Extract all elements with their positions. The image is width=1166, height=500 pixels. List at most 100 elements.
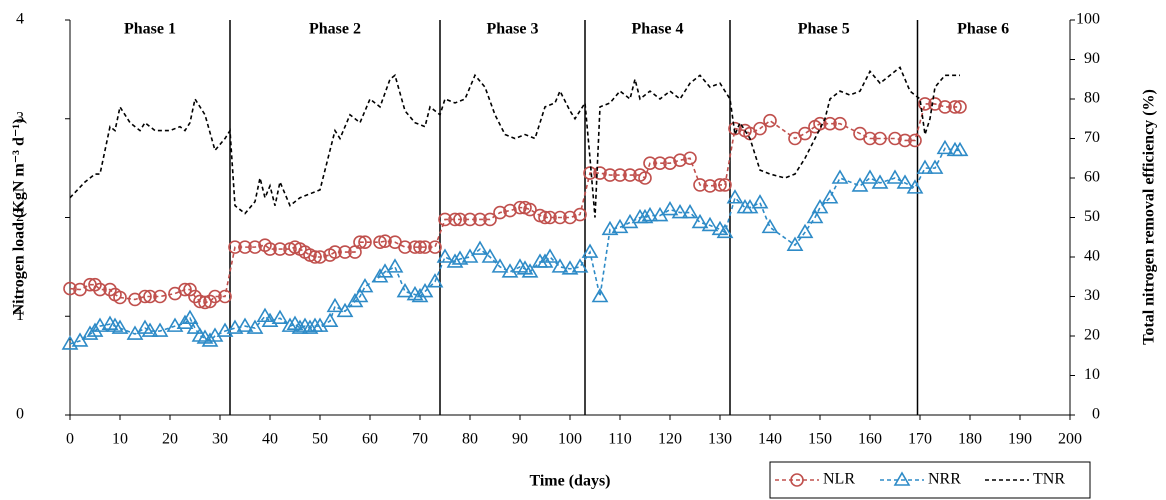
marker bbox=[308, 250, 322, 264]
x-tick-label: 160 bbox=[858, 431, 882, 448]
marker bbox=[473, 212, 487, 227]
marker bbox=[928, 97, 942, 111]
marker bbox=[871, 174, 889, 189]
marker bbox=[216, 322, 234, 337]
marker bbox=[551, 258, 569, 273]
marker bbox=[186, 319, 204, 334]
phase-label: Phase 3 bbox=[487, 21, 539, 38]
marker bbox=[181, 309, 199, 325]
marker bbox=[536, 253, 554, 268]
marker bbox=[796, 223, 814, 239]
marker bbox=[908, 133, 922, 148]
marker bbox=[806, 208, 824, 224]
marker bbox=[491, 258, 509, 273]
marker bbox=[411, 287, 429, 303]
marker bbox=[438, 212, 452, 227]
marker bbox=[281, 317, 299, 332]
marker bbox=[301, 319, 319, 334]
marker bbox=[521, 263, 539, 278]
marker bbox=[948, 100, 962, 114]
marker bbox=[408, 240, 422, 254]
y2-tick-label: 10 bbox=[1084, 366, 1100, 383]
marker bbox=[851, 177, 869, 192]
marker bbox=[351, 287, 369, 303]
marker bbox=[896, 174, 914, 189]
marker bbox=[153, 289, 167, 304]
phase-label: Phase 4 bbox=[632, 21, 684, 38]
marker bbox=[886, 169, 904, 184]
marker bbox=[358, 235, 372, 249]
marker bbox=[93, 282, 107, 297]
marker bbox=[238, 240, 252, 254]
x-tick-label: 0 bbox=[66, 431, 74, 448]
marker bbox=[798, 126, 812, 141]
marker bbox=[166, 317, 184, 332]
y2-tick-label: 40 bbox=[1084, 248, 1100, 265]
legend-label: NRR bbox=[928, 471, 961, 488]
marker bbox=[183, 282, 197, 297]
marker bbox=[543, 210, 557, 225]
marker bbox=[263, 242, 277, 256]
marker bbox=[636, 208, 654, 224]
marker bbox=[463, 212, 477, 227]
x-tick-label: 30 bbox=[212, 431, 228, 448]
y2-axis-title: Total nitrogen removal efficiency (%) bbox=[1141, 89, 1158, 345]
x-tick-label: 110 bbox=[608, 431, 631, 448]
marker bbox=[693, 178, 707, 192]
marker bbox=[413, 240, 427, 254]
marker bbox=[178, 282, 192, 297]
marker bbox=[918, 97, 932, 111]
marker bbox=[601, 220, 619, 236]
series-line bbox=[69, 66, 960, 218]
marker bbox=[111, 319, 129, 334]
marker bbox=[691, 213, 709, 229]
x-tick-label: 200 bbox=[1058, 431, 1082, 448]
y-tick-label: 3 bbox=[16, 109, 24, 126]
marker bbox=[373, 235, 387, 249]
marker bbox=[201, 332, 219, 347]
marker bbox=[873, 131, 887, 146]
marker bbox=[371, 268, 389, 283]
marker bbox=[643, 156, 657, 170]
marker bbox=[481, 248, 499, 263]
legend-box bbox=[769, 461, 1091, 499]
marker bbox=[198, 295, 212, 310]
marker bbox=[593, 166, 607, 180]
marker bbox=[448, 212, 462, 227]
marker bbox=[821, 189, 839, 204]
marker bbox=[513, 200, 527, 215]
y2-tick-label: 60 bbox=[1084, 169, 1100, 186]
y2-tick-label: 0 bbox=[1092, 406, 1100, 423]
marker bbox=[451, 250, 469, 265]
marker bbox=[938, 100, 952, 114]
marker bbox=[861, 169, 879, 184]
y-tick-label: 1 bbox=[16, 307, 24, 324]
x-tick-label: 190 bbox=[1008, 431, 1032, 448]
phase-label: Phase 6 bbox=[957, 21, 1009, 38]
marker bbox=[86, 322, 104, 337]
x-tick-label: 70 bbox=[412, 431, 428, 448]
x-tick-label: 100 bbox=[558, 431, 582, 448]
marker bbox=[228, 240, 242, 254]
marker bbox=[786, 236, 804, 251]
marker bbox=[833, 116, 847, 131]
marker bbox=[581, 243, 599, 258]
x-tick-label: 80 bbox=[462, 431, 478, 448]
phase-label: Phase 2 bbox=[309, 21, 361, 38]
marker bbox=[248, 240, 262, 254]
marker bbox=[426, 273, 444, 288]
marker bbox=[741, 199, 759, 214]
marker bbox=[641, 206, 659, 222]
marker bbox=[811, 199, 829, 214]
marker bbox=[416, 282, 434, 298]
marker bbox=[471, 240, 489, 255]
marker bbox=[446, 253, 464, 268]
marker bbox=[378, 234, 392, 248]
marker bbox=[951, 141, 969, 157]
marker bbox=[523, 202, 537, 217]
series-line bbox=[69, 103, 960, 304]
marker bbox=[571, 258, 589, 273]
marker bbox=[436, 248, 454, 263]
marker bbox=[638, 171, 652, 185]
